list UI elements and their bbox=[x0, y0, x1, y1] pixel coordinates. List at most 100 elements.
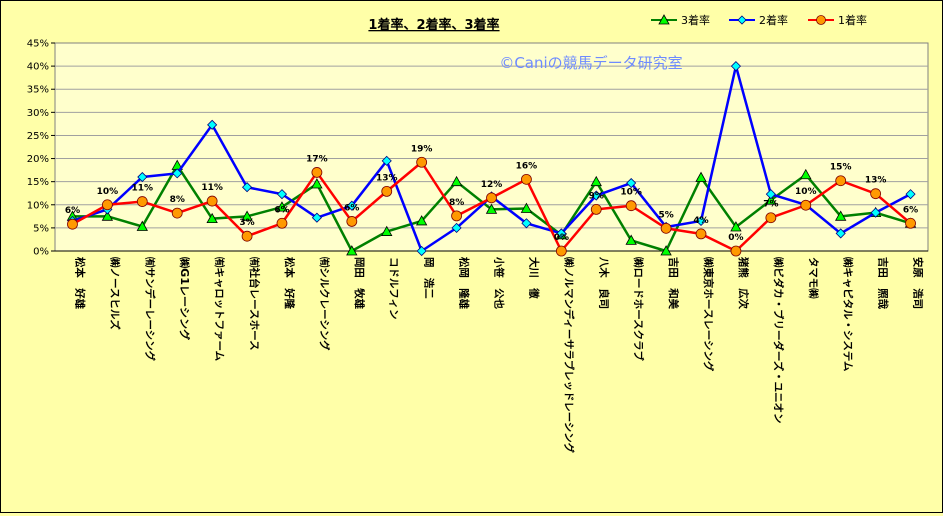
data-point bbox=[591, 190, 602, 201]
data-point bbox=[520, 202, 533, 213]
data-point bbox=[346, 200, 357, 211]
y-tick-label: 40% bbox=[27, 62, 49, 73]
data-point bbox=[136, 196, 148, 207]
x-tick-label: 松本 好雄 bbox=[73, 257, 86, 309]
x-tick-label-text: ㈱ノースヒルズ bbox=[108, 257, 121, 330]
data-point bbox=[486, 192, 497, 204]
data-label: 6% bbox=[274, 205, 289, 215]
legend-label: 2着率 bbox=[759, 13, 788, 27]
data-label: 17% bbox=[306, 154, 328, 164]
legend-label: 3着率 bbox=[681, 13, 710, 27]
x-tick-label: ㈱キャピタル・システム bbox=[842, 257, 855, 372]
data-point bbox=[835, 175, 847, 187]
data-point bbox=[625, 234, 637, 245]
data-point bbox=[660, 222, 672, 234]
y-tick-label: 20% bbox=[27, 154, 49, 165]
series-3 bbox=[67, 156, 916, 257]
legend-marker bbox=[816, 15, 826, 25]
x-tick-label: 吉田 和美 bbox=[667, 257, 680, 309]
watermark: ©Caniの競馬データ研究室 bbox=[499, 54, 682, 72]
y-tick-label: 15% bbox=[27, 177, 49, 188]
data-point bbox=[241, 182, 253, 193]
data-point bbox=[415, 215, 428, 226]
data-label: 6% bbox=[65, 206, 80, 216]
x-tick-label-text: 猪熊 広次 bbox=[737, 256, 750, 309]
data-point bbox=[625, 200, 637, 212]
x-tick-label: ㈲サンデーレーシング bbox=[143, 257, 156, 361]
x-tick-label: ㈲社台レースホース bbox=[248, 257, 261, 351]
data-labels: 6% 10% 11% 8% 11% 3% 6% 17% 6% 13% 19% 8% 12% 16% 0% 9%… bbox=[65, 144, 918, 243]
y-axis: 0% 5% 10% 15% 20% 25% 30% 35% 40% 45% bbox=[27, 39, 55, 258]
chart-title: 1着率、2着率、3着率 bbox=[368, 17, 499, 33]
data-label: 8% bbox=[449, 198, 464, 208]
x-tick-label: ㈱ノースヒルズ bbox=[108, 257, 121, 330]
data-point bbox=[695, 228, 707, 240]
data-point bbox=[485, 203, 498, 214]
x-tick-label: 松本 好隆 bbox=[283, 257, 296, 309]
x-tick-label-text: 安原 浩司 bbox=[912, 257, 925, 309]
data-point bbox=[660, 245, 672, 256]
data-point bbox=[765, 194, 777, 205]
data-point bbox=[730, 245, 742, 257]
data-point bbox=[870, 188, 882, 200]
data-point bbox=[276, 217, 288, 229]
x-tick-label-text: ㈱ロードホースクラブ bbox=[632, 257, 645, 361]
data-label: 16% bbox=[516, 161, 538, 171]
data-point bbox=[905, 189, 916, 200]
x-tick-label-text: ㈱ビダカ・ブリーダーズ・ユニオン bbox=[772, 257, 785, 423]
data-point bbox=[101, 210, 114, 221]
data-point bbox=[521, 173, 532, 185]
x-tick-label: ㈱ロードホースクラブ bbox=[632, 257, 645, 361]
x-tick-label-text: ㈱G1レーシング bbox=[178, 257, 191, 341]
data-point bbox=[905, 217, 916, 229]
x-tick-label-text: 松本 好雄 bbox=[73, 257, 86, 309]
data-point bbox=[730, 221, 742, 232]
data-label: 7% bbox=[763, 200, 778, 210]
data-label: 8% bbox=[170, 195, 185, 205]
data-point bbox=[765, 189, 776, 200]
x-tick-label-text: ㈲サンデーレーシング bbox=[143, 257, 156, 361]
x-tick-label: ㈱東京ホースレーシング bbox=[702, 257, 715, 372]
legend-marker bbox=[737, 15, 747, 25]
data-label: 12% bbox=[481, 180, 503, 190]
data-point bbox=[346, 245, 358, 256]
data-point bbox=[136, 220, 148, 231]
data-label: 0% bbox=[554, 233, 569, 243]
data-point bbox=[695, 215, 707, 227]
data-point bbox=[206, 195, 218, 207]
x-tick-label-text: タマモ㈱ bbox=[807, 257, 820, 299]
y-tick-label: 35% bbox=[27, 85, 49, 96]
x-tick-label: 小笹 公也 bbox=[493, 256, 506, 309]
legend-item: 1着率 bbox=[808, 13, 867, 27]
data-label: 15% bbox=[830, 163, 852, 173]
x-tick-label: コドルフィン bbox=[388, 257, 400, 319]
x-tick-label: 岡田 牧雄 bbox=[353, 257, 366, 309]
data-point bbox=[590, 175, 602, 187]
data-label: 5% bbox=[658, 210, 673, 220]
y-tick-label: 25% bbox=[27, 131, 49, 142]
x-tick-label-text: 小笹 公也 bbox=[493, 256, 506, 309]
data-point bbox=[207, 119, 218, 130]
x-tick-label-text: 松本 好隆 bbox=[283, 257, 296, 309]
data-point bbox=[311, 167, 323, 178]
data-point bbox=[101, 199, 113, 211]
x-tick-label: 松岡 隆雄 bbox=[458, 257, 471, 309]
x-tick-label-text: ㈲キャロットファーム bbox=[213, 257, 226, 361]
data-point bbox=[241, 210, 253, 221]
x-tick-label: ㈲キャロットファーム bbox=[213, 257, 226, 361]
y-tick-label: 30% bbox=[27, 108, 49, 119]
data-label: 0% bbox=[728, 233, 743, 243]
legend: 3着率 2着率 1着率 bbox=[651, 13, 867, 27]
data-label: 13% bbox=[376, 173, 398, 183]
data-point bbox=[346, 216, 358, 227]
x-tick-label-text: 八木 良司 bbox=[597, 256, 610, 309]
x-tick-label: タマモ㈱ bbox=[807, 257, 820, 299]
legend-item: 2着率 bbox=[729, 13, 788, 27]
data-point bbox=[556, 228, 567, 239]
data-point bbox=[311, 212, 322, 223]
data-point bbox=[311, 178, 323, 189]
data-point bbox=[276, 201, 288, 212]
legend-item: 3着率 bbox=[651, 13, 710, 27]
